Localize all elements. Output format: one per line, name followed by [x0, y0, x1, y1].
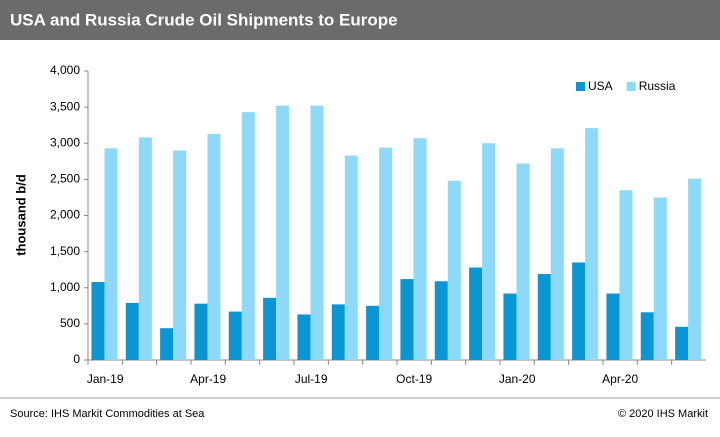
header-bar — [0, 0, 720, 40]
y-tick-label: 2,500 — [50, 172, 80, 186]
y-tick-label: 4,000 — [50, 63, 80, 77]
bar — [138, 137, 152, 360]
bar — [434, 281, 448, 360]
x-tick-label: Jul-19 — [295, 372, 328, 386]
bar — [688, 178, 702, 360]
bar — [194, 303, 208, 360]
bar — [297, 314, 311, 360]
bar — [675, 326, 689, 360]
bar — [310, 105, 324, 361]
bar — [537, 274, 551, 360]
legend-label: Russia — [639, 79, 676, 93]
bar — [619, 190, 633, 360]
bar — [640, 312, 654, 360]
bar — [207, 133, 221, 360]
bar — [379, 147, 393, 360]
y-tick-label: 0 — [73, 352, 80, 366]
chart-title: USA and Russia Crude Oil Shipments to Eu… — [10, 10, 398, 29]
y-tick-label: 1,500 — [50, 244, 80, 258]
y-tick-label: 3,500 — [50, 99, 80, 113]
bar — [400, 279, 414, 360]
y-tick-label: 500 — [60, 316, 80, 330]
bar — [91, 281, 105, 360]
bar — [263, 297, 277, 360]
x-tick-label: Apr-20 — [602, 372, 638, 386]
bar — [160, 328, 174, 360]
bar — [572, 262, 586, 360]
bar — [482, 143, 496, 360]
bar — [173, 150, 187, 360]
bar — [653, 197, 667, 360]
legend-swatch — [576, 82, 585, 91]
source: Source: IHS Markit Commodities at Sea — [10, 408, 205, 420]
bar — [241, 112, 255, 361]
y-tick-label: 3,000 — [50, 135, 80, 149]
bar — [413, 138, 427, 360]
y-tick-label: 1,000 — [50, 280, 80, 294]
y-tick-label: 2,000 — [50, 208, 80, 222]
bar — [125, 302, 139, 360]
bar — [503, 293, 517, 360]
legend-swatch — [626, 82, 636, 91]
bar — [469, 267, 483, 360]
y-axis-label: thousand b/d — [13, 174, 28, 256]
bar — [585, 128, 599, 360]
bar — [276, 105, 290, 361]
bar — [366, 305, 380, 360]
bar — [331, 304, 345, 360]
copyright: © 2020 IHS Markit — [618, 408, 708, 420]
bar — [447, 180, 461, 360]
x-tick-label: Jan-19 — [87, 372, 124, 386]
bar — [228, 311, 242, 360]
x-tick-label: Jan-20 — [499, 372, 536, 386]
bar — [606, 293, 620, 360]
legend-label: USA — [588, 79, 613, 93]
bar — [104, 148, 118, 360]
x-tick-label: Apr-19 — [190, 372, 226, 386]
bar — [550, 148, 564, 360]
x-tick-label: Oct-19 — [396, 372, 432, 386]
bar — [344, 155, 358, 360]
bar — [516, 163, 530, 360]
